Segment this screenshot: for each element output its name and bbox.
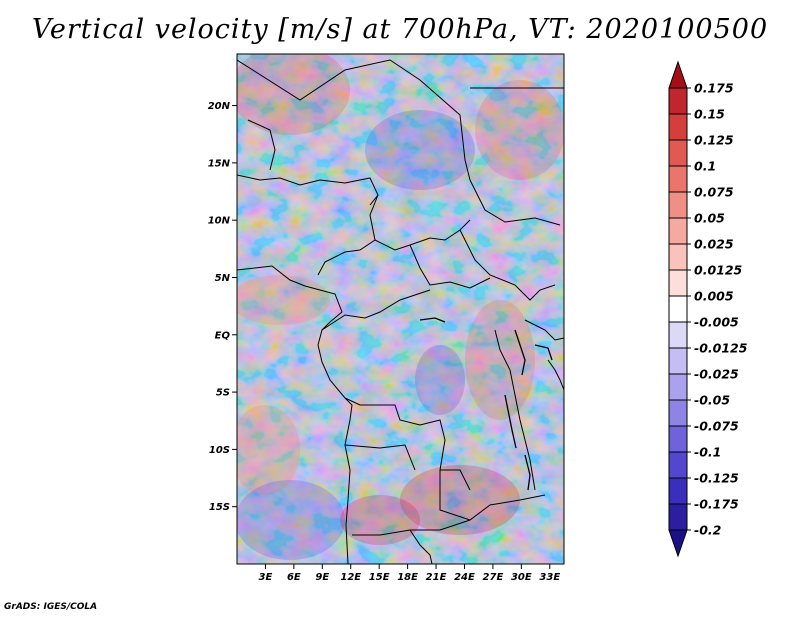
lon-tick-label: 30E [511, 572, 532, 583]
colorbar-label: -0.1 [694, 445, 721, 460]
colorbar-swatch [668, 139, 688, 167]
colorbar-swatch [668, 477, 688, 505]
lat-tick-label: 10S [209, 445, 230, 456]
latitude-axis: 20N 15N 10N 5N EQ 5S 10S 15S [208, 101, 237, 513]
colorbar-swatch [668, 191, 688, 219]
colorbar-label: 0.125 [694, 133, 734, 148]
colorbar-label: -0.175 [694, 497, 739, 512]
colorbar-label: 0.005 [694, 289, 734, 304]
lat-tick-label: 5N [215, 273, 231, 284]
colorbar-swatch [668, 217, 688, 245]
lon-tick-label: 24E [454, 572, 475, 583]
lon-tick-label: 3E [259, 572, 273, 583]
colorbar-swatch [668, 243, 688, 271]
colorbar-label: 0.025 [694, 237, 734, 252]
lon-tick-label: 9E [315, 572, 329, 583]
colorbar-label: -0.125 [694, 471, 739, 486]
colorbar: 0.175 0.15 0.125 0.1 0.075 0.05 0.025 0.0125 0.0… [668, 60, 748, 558]
colorbar-label: -0.025 [694, 367, 739, 382]
colorbar-swatch [668, 113, 688, 141]
colorbar-swatch [668, 503, 688, 531]
colorbar-label: 0.05 [694, 211, 725, 226]
colorbar-swatch [668, 295, 688, 323]
lon-tick-label: 6E [287, 572, 301, 583]
colorbar-swatch [668, 347, 688, 375]
colorbar-label: -0.05 [694, 393, 730, 408]
colorbar-swatch [668, 269, 688, 297]
velocity-field [237, 54, 564, 564]
map-frame [236, 53, 565, 565]
colorbar-label: 0.15 [694, 107, 725, 122]
grads-credit: GrADS: IGES/COLA [4, 602, 98, 612]
lon-tick-label: 33E [539, 572, 560, 583]
colorbar-label: 0.0125 [694, 263, 743, 278]
lon-tick-label: 21E [426, 572, 447, 583]
colorbar-swatch [668, 373, 688, 401]
colorbar-swatch [668, 451, 688, 479]
colorbar-label: -0.2 [694, 523, 721, 538]
lon-tick-label: 15E [369, 572, 390, 583]
lat-tick-label: EQ [215, 330, 231, 341]
lat-tick-label: 15N [208, 158, 231, 169]
colorbar-label: -0.075 [694, 419, 739, 434]
colorbar-label: 0.1 [694, 159, 716, 174]
colorbar-swatch [668, 399, 688, 427]
lakes [419, 317, 553, 491]
colorbar-swatch [668, 60, 688, 89]
colorbar-label: -0.005 [694, 315, 739, 330]
lat-tick-label: 15S [209, 502, 230, 513]
lon-tick-label: 12E [340, 572, 361, 583]
colorbar-label: -0.0125 [694, 341, 748, 356]
lon-tick-label: 18E [397, 572, 418, 583]
lon-tick-label: 27E [483, 572, 504, 583]
lat-tick-label: 5S [216, 388, 230, 399]
colorbar-swatch [668, 425, 688, 453]
colorbar-swatch [668, 529, 688, 558]
colorbar-swatch [668, 87, 688, 115]
colorbar-label: 0.175 [694, 81, 734, 96]
chart-title: Vertical velocity [m/s] at 700hPa, VT: 2… [31, 14, 769, 45]
colorbar-swatch [668, 321, 688, 349]
lat-tick-label: 20N [208, 101, 231, 112]
country-borders [237, 59, 564, 564]
longitude-axis: 3E 6E 9E 12E 15E 18E 21E 24E 27E 30E 33E [259, 564, 560, 583]
colorbar-label: 0.075 [694, 185, 734, 200]
colorbar-swatch [668, 165, 688, 193]
lat-tick-label: 10N [208, 216, 231, 227]
